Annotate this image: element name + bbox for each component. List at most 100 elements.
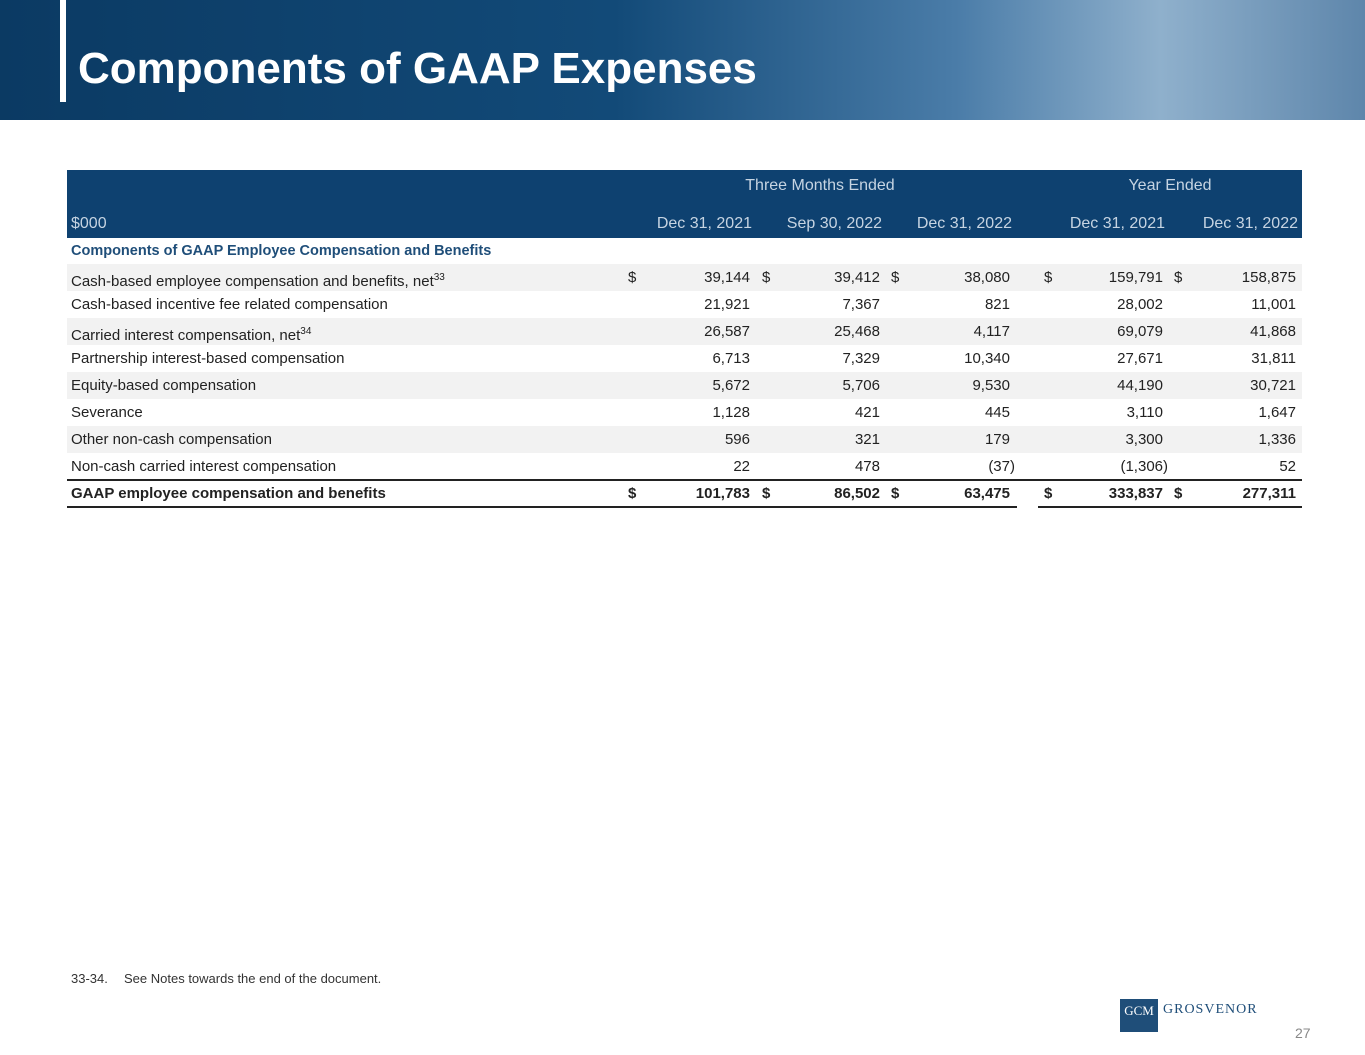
- cell-value: 7,367: [842, 296, 880, 313]
- cell-value: 596: [724, 431, 750, 448]
- header-banner: [0, 0, 1365, 120]
- cell-value: 86,502: [834, 485, 880, 502]
- group-header: Year Ended: [1128, 177, 1212, 194]
- cell-value: 52: [1279, 458, 1296, 475]
- cell-value: 25,468: [834, 323, 880, 340]
- cell-value: 421: [854, 404, 880, 421]
- cell-value: 38,080: [964, 269, 1010, 286]
- cell-value: 39,144: [704, 269, 750, 286]
- row-label-text: Severance: [71, 404, 143, 421]
- cell-value: 277,311: [1242, 485, 1296, 502]
- accent-bar: [60, 0, 66, 102]
- row-label: Carried interest compensation, net34: [71, 318, 311, 349]
- cell-value: 63,475: [964, 485, 1010, 502]
- group-header: Three Months Ended: [745, 177, 895, 194]
- table-row: Cash-based incentive fee related compens…: [67, 291, 1302, 318]
- row-label-text: Non-cash carried interest compensation: [71, 458, 337, 475]
- cell-value: 21,921: [704, 296, 750, 313]
- cell-value: (1,306): [1120, 458, 1168, 475]
- cell-value: 31,811: [1251, 350, 1296, 367]
- cell-value: 9,530: [972, 377, 1010, 394]
- footnote-marker: 33: [433, 272, 445, 283]
- column-header: Dec 31, 2021: [656, 215, 752, 232]
- cell-value: 333,837: [1108, 485, 1163, 502]
- cell-value: 27,671: [1117, 350, 1163, 367]
- currency-symbol: $: [891, 485, 900, 502]
- unit-header: $000: [71, 215, 107, 232]
- row-label-text: Partnership interest-based compensation: [71, 350, 345, 367]
- cell-value: 158,875: [1241, 269, 1296, 286]
- cell-value: 69,079: [1117, 323, 1163, 340]
- slide-title: Components of GAAP Expenses: [78, 44, 757, 93]
- cell-value: 1,128: [712, 404, 750, 421]
- row-label: Non-cash carried interest compensation: [71, 453, 336, 480]
- cell-value: 6,713: [712, 350, 750, 367]
- row-label: Other non-cash compensation: [71, 426, 272, 453]
- footnote-ref: 33-34.: [71, 971, 108, 986]
- currency-symbol: $: [1044, 269, 1053, 286]
- row-label-text: Other non-cash compensation: [71, 431, 272, 448]
- cell-value: 5,706: [842, 377, 880, 394]
- table-row: Other non-cash compensation 596 321 179 3,30…: [67, 426, 1302, 453]
- cell-value: 39,412: [834, 269, 880, 286]
- cell-value: (37): [988, 458, 1015, 475]
- table-row: Carried interest compensation, net34 26,5…: [67, 318, 1302, 345]
- row-label: Cash-based employee compensation and ben…: [71, 264, 445, 295]
- currency-symbol: $: [1044, 485, 1053, 502]
- column-header: Dec 31, 2022: [1202, 215, 1298, 232]
- page-number: 27: [1295, 1025, 1311, 1041]
- row-label: Cash-based incentive fee related compens…: [71, 291, 388, 318]
- cell-value: 11,001: [1251, 296, 1296, 313]
- logo-name: GROSVENOR: [1163, 1002, 1258, 1017]
- row-label-text: Cash-based employee compensation and ben…: [71, 273, 434, 290]
- column-header: Dec 31, 2022: [916, 215, 1012, 232]
- cell-value: 3,110: [1126, 404, 1163, 421]
- table-row: Cash-based employee compensation and ben…: [67, 264, 1302, 291]
- row-label: Equity-based compensation: [71, 372, 256, 399]
- cell-value: 28,002: [1117, 296, 1163, 313]
- row-label: Partnership interest-based compensation: [71, 345, 345, 372]
- table-row: GAAP employee compensation and benefits $…: [67, 480, 1302, 507]
- rule: [67, 506, 1017, 508]
- row-label: GAAP employee compensation and benefits: [71, 480, 386, 507]
- cell-value: 821: [984, 296, 1010, 313]
- row-label: Severance: [71, 399, 143, 426]
- footnote-text: See Notes towards the end of the documen…: [124, 971, 382, 986]
- section-title: Components of GAAP Employee Compensation…: [71, 243, 492, 259]
- cell-value: 478: [854, 458, 880, 475]
- rule: [67, 479, 1302, 481]
- cell-value: 321: [854, 431, 880, 448]
- table-row: Severance 1,128 421 445 3,110 1,647: [67, 399, 1302, 426]
- cell-value: 5,672: [712, 377, 750, 394]
- currency-symbol: $: [891, 269, 900, 286]
- table-header: [67, 170, 1302, 238]
- currency-symbol: $: [762, 269, 771, 286]
- cell-value: 1,336: [1258, 431, 1296, 448]
- cell-value: 26,587: [704, 323, 750, 340]
- column-header: Dec 31, 2021: [1069, 215, 1165, 232]
- currency-symbol: $: [1174, 485, 1183, 502]
- cell-value: 44,190: [1117, 377, 1163, 394]
- currency-symbol: $: [628, 269, 637, 286]
- table-row: Non-cash carried interest compensation 22…: [67, 453, 1302, 480]
- footnote-marker: 34: [300, 326, 312, 337]
- cell-value: 1,647: [1258, 404, 1296, 421]
- cell-value: 22: [733, 458, 750, 475]
- cell-value: 7,329: [842, 350, 880, 367]
- cell-value: 3,300: [1125, 431, 1163, 448]
- cell-value: 10,340: [964, 350, 1010, 367]
- row-label-text: Carried interest compensation, net: [71, 327, 301, 344]
- cell-value: 159,791: [1108, 269, 1163, 286]
- logo-mark: GCM: [1120, 999, 1158, 1032]
- rule: [1038, 506, 1302, 508]
- cell-value: 4,117: [973, 323, 1010, 340]
- cell-value: 101,783: [695, 485, 750, 502]
- cell-value: 179: [984, 431, 1010, 448]
- cell-value: 30,721: [1250, 377, 1296, 394]
- table-row: Equity-based compensation 5,672 5,706 9,530…: [67, 372, 1302, 399]
- row-label-text: GAAP employee compensation and benefits: [71, 485, 386, 502]
- currency-symbol: $: [1174, 269, 1183, 286]
- cell-value: 445: [984, 404, 1010, 421]
- row-label-text: Equity-based compensation: [71, 377, 257, 394]
